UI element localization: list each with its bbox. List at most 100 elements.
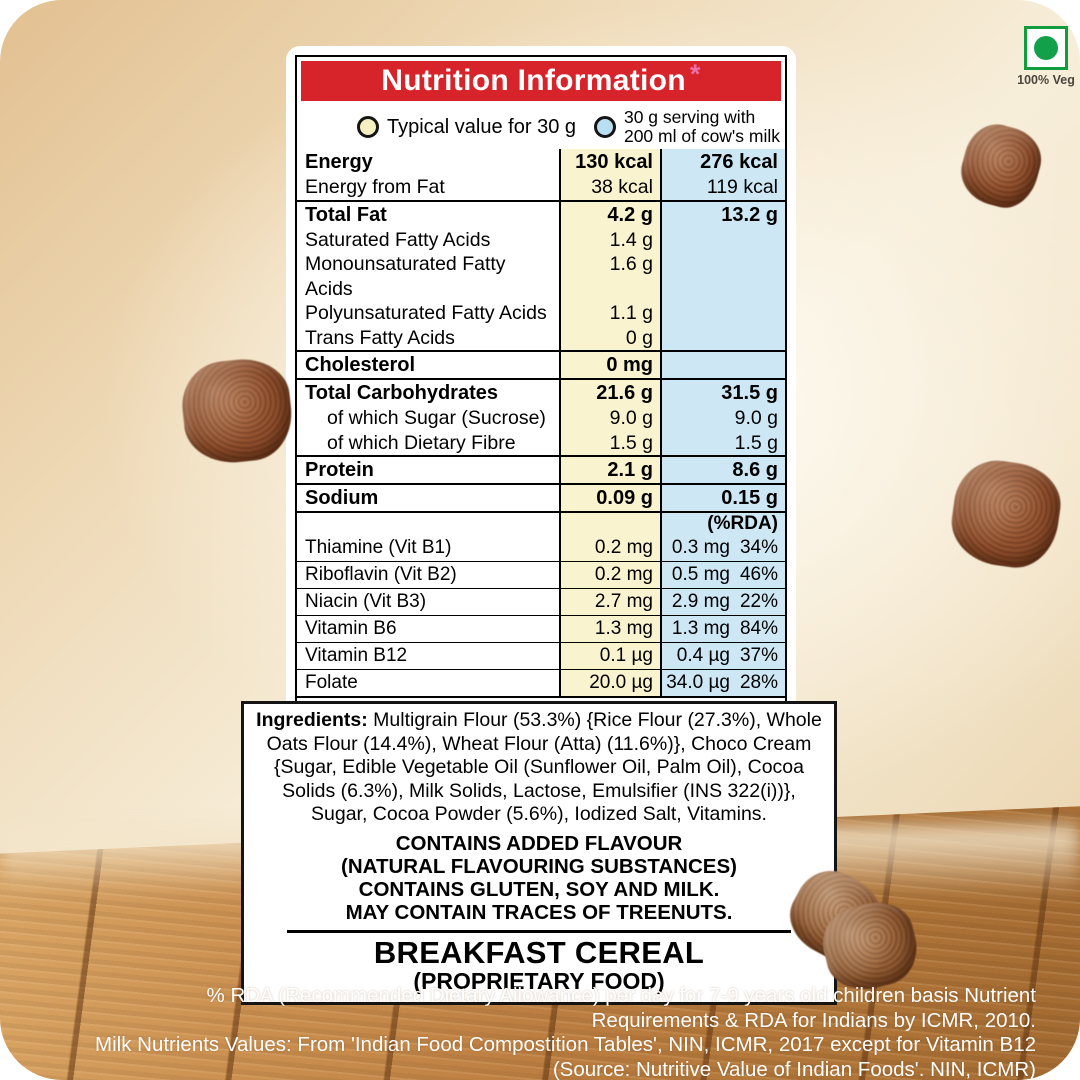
rda-value: 84% — [739, 618, 778, 639]
milk-value — [660, 252, 785, 301]
rda-header: (%RDA) — [660, 513, 785, 535]
nutrient-label: Energy — [305, 151, 373, 173]
allergen-line: (NATURAL FLAVOURING SUBSTANCES) — [341, 854, 737, 878]
typical-value: 0.2 mg — [559, 535, 660, 561]
milk-value — [660, 352, 785, 378]
typical-value: 38 kcal — [559, 175, 660, 200]
nutrient-row: Total Carbohydrates 21.6 g 31.5 g — [297, 378, 785, 406]
nutrient-label: Protein — [305, 459, 374, 481]
nutrient-label: Thiamine (Vit B1) — [305, 537, 452, 558]
typical-value: 130 kcal — [559, 149, 660, 175]
typical-value — [559, 513, 660, 535]
nutrient-label: Trans Fatty Acids — [305, 326, 455, 349]
nutrient-label: Total Fat — [305, 203, 387, 226]
nutrient-row: Total Fat 4.2 g 13.2 g — [297, 199, 785, 228]
rda-note-line: % RDA (Recommended Dietary Allowance) pe… — [206, 984, 1036, 1007]
milk-value: 276 kcal — [660, 149, 785, 175]
veg-square-icon — [1024, 26, 1068, 70]
rda-footer-note: % RDA (Recommended Dietary Allowance) pe… — [36, 984, 1036, 1080]
nutrition-title-bar: Nutrition Information * — [301, 58, 781, 101]
nutrient-row: Sodium 0.09 g 0.15 g — [297, 483, 785, 511]
nutrient-row: Energy 130 kcal 276 kcal — [297, 149, 785, 175]
rda-header-row: (%RDA) — [297, 511, 785, 535]
allergen-statements: CONTAINS ADDED FLAVOUR (NATURAL FLAVOURI… — [253, 832, 825, 924]
product-name: BREAKFAST CEREAL — [373, 935, 705, 970]
nutrient-row: Polyunsaturated Fatty Acids 1.1 g — [297, 301, 785, 326]
divider-line — [287, 929, 791, 933]
typical-value: 1.6 g — [559, 252, 660, 301]
milk-value: 13.2 g — [660, 201, 785, 228]
rda-note-line: Milk Nutrients Values: From 'Indian Food… — [95, 1033, 1036, 1056]
milk-value: 1.3 mg 84% — [660, 616, 785, 642]
milk-value: 0.5 mg 46% — [660, 562, 785, 588]
typical-value: 0.09 g — [559, 485, 660, 511]
nutrient-row: of which Dietary Fibre 1.5 g 1.5 g — [297, 430, 785, 455]
typical-value: 21.6 g — [559, 380, 660, 406]
rda-note-line: (Source: Nutritive Value of Indian Foods… — [552, 1057, 1036, 1080]
typical-value: 1.5 g — [559, 430, 660, 455]
legend-typical-label: Typical value for 30 g — [387, 115, 576, 138]
typical-value: 1.3 mg — [559, 616, 660, 642]
typical-value: 2.1 g — [559, 457, 660, 483]
milk-value: 8.6 g — [660, 457, 785, 483]
milk-value: 119 kcal — [660, 175, 785, 200]
typical-value: 20.0 µg — [559, 670, 660, 696]
nutrient-label: Cholesterol — [305, 354, 416, 376]
nutrient-row: of which Sugar (Sucrose) 9.0 g 9.0 g — [297, 406, 785, 431]
nutrient-label: Polyunsaturated Fatty Acids — [305, 302, 547, 324]
nutrient-label: Riboflavin (Vit B2) — [305, 564, 457, 585]
milk-value: 34.0 µg 28% — [660, 670, 785, 696]
veg-dot-icon — [1034, 36, 1058, 60]
nutrient-row: Saturated Fatty Acids 1.4 g — [297, 227, 785, 252]
nutrient-label: Folate — [305, 672, 358, 693]
nutrient-label: Niacin (Vit B3) — [305, 591, 427, 612]
allergen-line: MAY CONTAIN TRACES OF TREENUTS. — [345, 900, 733, 924]
ingredients-card: Ingredients: Multigrain Flour (53.3%) {R… — [241, 701, 837, 1005]
ingredients-text: Ingredients: Multigrain Flour (53.3%) {R… — [256, 709, 822, 825]
nutrition-table: Nutrition Information * Typical value fo… — [295, 55, 787, 731]
nutrient-label: Saturated Fatty Acids — [305, 228, 491, 251]
nutrient-row: Trans Fatty Acids 0 g — [297, 325, 785, 350]
milk-value — [660, 227, 785, 252]
nutrient-label — [297, 513, 559, 535]
product-type: (PROPRIETARY FOOD) — [413, 968, 665, 994]
nutrient-row: Folate 20.0 µg 34.0 µg 28% — [297, 669, 785, 696]
rda-value: 37% — [739, 645, 778, 666]
nutrition-card: Nutrition Information * Typical value fo… — [286, 46, 796, 740]
title-asterisk: * — [689, 58, 701, 89]
rda-value: 28% — [739, 672, 778, 693]
milk-value: 0.15 g — [660, 485, 785, 511]
nutrient-row: Niacin (Vit B3) 2.7 mg 2.9 mg 22% — [297, 588, 785, 615]
nutrient-label: Vitamin B6 — [305, 618, 397, 639]
rda-value: 22% — [739, 591, 778, 612]
typical-value: 0 g — [559, 325, 660, 350]
typical-value: 0.1 µg — [559, 643, 660, 669]
typical-value: 1.4 g — [559, 227, 660, 252]
typical-value: 2.7 mg — [559, 589, 660, 615]
typical-value: 0 mg — [559, 352, 660, 378]
nutrient-row: Protein 2.1 g 8.6 g — [297, 455, 785, 483]
legend-milk-label: 30 g serving with 200 ml of cow's milk — [623, 106, 780, 146]
allergen-line: CONTAINS ADDED FLAVOUR — [395, 831, 683, 855]
rda-value: 46% — [739, 564, 778, 585]
typical-value: 9.0 g — [559, 406, 660, 431]
nutrient-row: Thiamine (Vit B1) 0.2 mg 0.3 mg 34% — [297, 535, 785, 561]
blue-circle-icon — [593, 116, 616, 138]
cereal-piece — [177, 354, 297, 468]
milk-value: 1.5 g — [660, 430, 785, 455]
milk-value: 2.9 mg 22% — [660, 589, 785, 615]
ingredients-heading: Ingredients: — [256, 709, 368, 731]
nutrient-row: Vitamin B6 1.3 mg 1.3 mg 84% — [297, 615, 785, 642]
legend-typical: Typical value for 30 g — [357, 116, 576, 139]
nutrient-row: Energy from Fat 38 kcal 119 kcal — [297, 175, 785, 200]
milk-value — [660, 325, 785, 350]
nutrient-row: Cholesterol 0 mg — [297, 350, 785, 378]
veg-label: 100% Veg — [1017, 73, 1075, 87]
rda-note-line: Requirements & RDA for Indians by ICMR, … — [591, 1008, 1036, 1032]
rda-value: 34% — [739, 537, 778, 558]
milk-value — [660, 301, 785, 326]
typical-value: 4.2 g — [559, 201, 660, 228]
veg-badge: 100% Veg — [1012, 26, 1080, 87]
milk-value: 0.3 mg 34% — [660, 535, 785, 561]
